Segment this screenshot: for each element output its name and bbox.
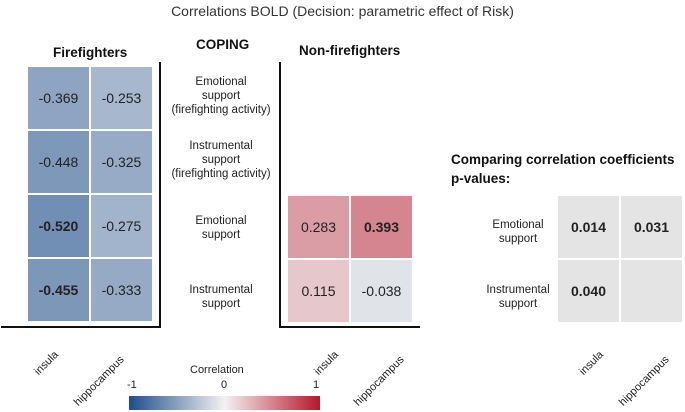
firefighters-xtick-insula: insula	[32, 348, 62, 378]
firefighters-y-axis	[159, 62, 161, 328]
colorbar-min-label: -1	[127, 379, 137, 391]
firefighters-xtick-hippocampus: hippocampus	[71, 353, 127, 409]
heatmap-cell: -0.325	[91, 131, 152, 193]
non-firefighters-title: Non-firefighters	[299, 43, 401, 58]
coping-label-emotional: Emotional support	[195, 215, 247, 241]
coping-label-instrumental: Instrumental support	[189, 284, 253, 310]
firefighters-title: Firefighters	[53, 45, 128, 60]
coping-label-instrumental-firefighting: Instrumental support (firefighting activit…	[171, 140, 271, 180]
colorbar-gradient	[129, 396, 320, 410]
chart-title: Correlations BOLD (Decision: parametric …	[171, 3, 514, 19]
heatmap-cell: -0.455	[28, 259, 89, 321]
heatmap-cell: 0.115	[288, 260, 349, 322]
non-firefighters-xtick-hippocampus: hippocampus	[351, 353, 407, 409]
pvalues-row-label-instrumental: Instrumental support	[486, 284, 550, 310]
heatmap-cell: -0.253	[91, 67, 152, 129]
pvalues-xtick-insula: insula	[577, 348, 607, 378]
heatmap-cell: -0.333	[91, 259, 152, 321]
colorbar-mid-label: 0	[221, 379, 228, 391]
pvalues-row-label-emotional: Emotional support	[492, 219, 544, 245]
heatmap-cell: -0.369	[28, 67, 89, 129]
heatmap-cell: -0.038	[351, 260, 412, 322]
heatmap-cell: -0.448	[28, 131, 89, 193]
firefighters-x-axis	[1, 326, 161, 328]
pvalues-title: Comparing correlation coefficients p-val…	[451, 152, 675, 186]
non-firefighters-x-axis	[279, 326, 420, 328]
pvalue-cell: 0.031	[621, 196, 682, 258]
colorbar-max-label: 1	[313, 379, 320, 391]
heatmap-cell: -0.520	[28, 195, 89, 257]
colorbar-title: Correlation	[190, 364, 244, 376]
pvalue-cell: 0.014	[558, 196, 619, 258]
heatmap-cell: 0.393	[351, 196, 412, 258]
non-firefighters-xtick-insula: insula	[312, 348, 342, 378]
coping-label-emotional-firefighting: Emotional support (firefighting activity)	[171, 76, 271, 116]
non-firefighters-y-axis	[279, 62, 281, 328]
coping-header: COPING	[196, 37, 250, 52]
heatmap-cell: -0.275	[91, 195, 152, 257]
heatmap-cell: 0.283	[288, 196, 349, 258]
pvalues-xtick-hippocampus: hippocampus	[616, 353, 672, 409]
pvalue-cell: 0.040	[558, 260, 619, 322]
pvalue-cell	[621, 260, 682, 322]
